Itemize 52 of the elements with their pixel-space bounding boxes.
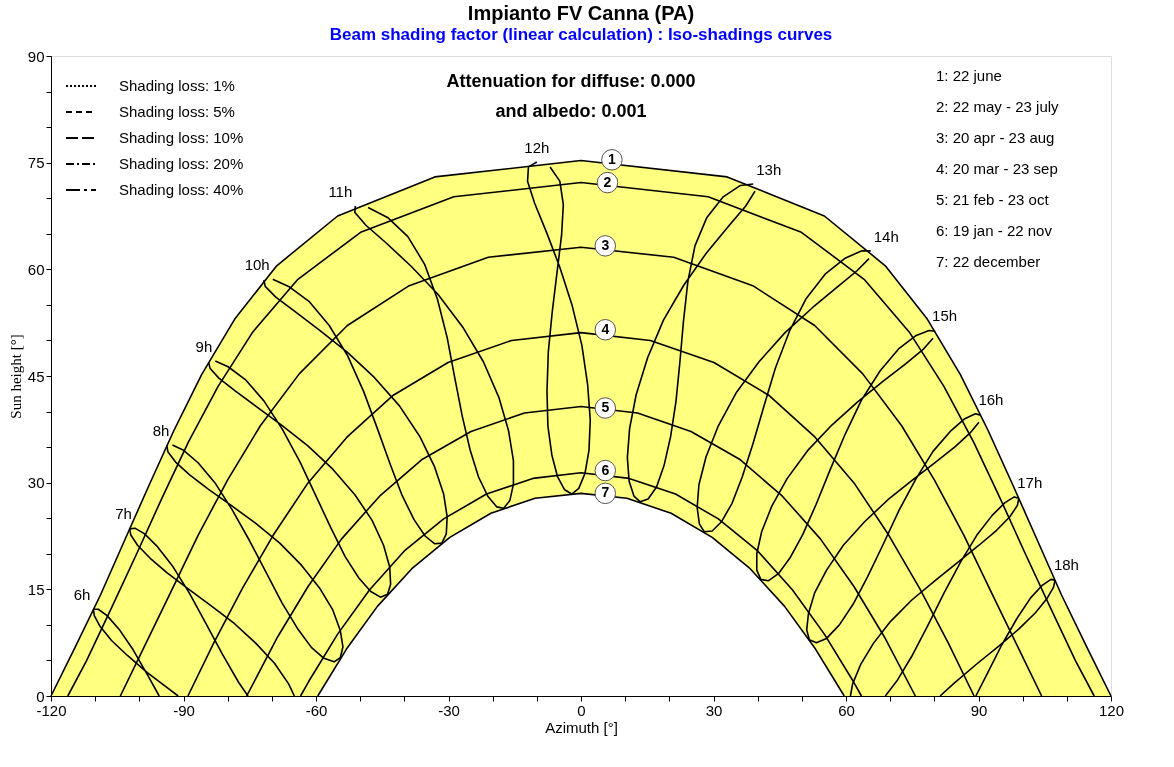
x-tick-label: -60 [305,701,328,719]
series-label: 10h [244,256,270,274]
x-tick-label: 30 [705,701,723,719]
series-label: 9h [195,338,213,356]
x-tick-label: 90 [970,701,988,719]
series-label: 18h [1053,556,1079,574]
series-label: 11h [328,183,353,201]
legend-label: Shading loss: 1% [119,77,235,94]
annotation: 2 [603,173,612,190]
x-axis-title: Azimuth [°] [545,718,618,736]
annotation: 6: 19 jan - 22 nov [936,222,1053,239]
annotation: 1: 22 june [936,67,1002,84]
annotation: 2: 22 may - 23 july [936,98,1060,115]
annotation: 5: 21 feb - 23 oct [936,191,1050,208]
legend-label: Shading loss: 20% [119,155,244,172]
legend-label: Shading loss: 5% [119,103,235,120]
series-label: 8h [152,421,170,439]
annotation: and albedo: 0.001 [495,101,647,121]
annotation: Attenuation for diffuse: 0.000 [446,71,696,91]
series-label: 16h [978,390,1004,408]
y-tick-label: 15 [27,580,45,598]
annotation: 4: 20 mar - 23 sep [936,160,1058,177]
y-tick-label: 45 [27,367,45,385]
annotation: 4 [601,320,610,337]
annotation: 6 [601,461,610,478]
x-tick-label: -90 [173,701,195,719]
series-label: 7h [115,505,132,523]
annotation: 3 [601,236,610,253]
y-tick-label: 30 [27,474,45,492]
chart-title: Impianto FV Canna (PA) [467,2,695,24]
x-tick-label: 60 [838,701,855,719]
series-label: 15h [932,307,958,325]
x-tick-label: -30 [438,701,460,719]
legend-label: Shading loss: 10% [119,129,244,146]
x-tick-label: 120 [1098,701,1125,719]
y-tick-label: 75 [27,154,45,172]
annotation: 7: 22 december [936,253,1041,270]
series-label: 12h [524,138,550,156]
y-tick-label: 60 [27,260,45,278]
chart-subtitle: Beam shading factor (linear calculation) : Iso-shadings curves [329,25,833,44]
x-tick-label: 0 [577,701,586,719]
series-label: 13h [756,161,782,178]
legend-label: Shading loss: 40% [119,181,244,198]
annotation: 7 [601,484,610,501]
series-label: 17h [1017,473,1043,491]
series-label: 14h [873,227,899,245]
series-label: 6h [73,586,91,604]
y-axis-title: Sun height [°] [7,334,24,419]
y-tick-label: 90 [27,47,45,65]
annotation: 5 [601,399,610,415]
annotation: 1 [608,150,617,167]
annotation: 3: 20 apr - 23 aug [936,129,1055,146]
